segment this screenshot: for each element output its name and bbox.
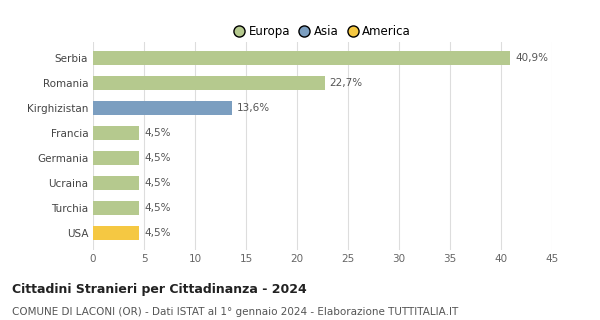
Text: 4,5%: 4,5% [144, 153, 170, 163]
Text: 4,5%: 4,5% [144, 228, 170, 238]
Bar [93, 176, 139, 190]
Text: 13,6%: 13,6% [237, 103, 270, 113]
Text: 4,5%: 4,5% [144, 128, 170, 138]
Bar [93, 101, 232, 115]
Bar [93, 151, 139, 165]
Text: COMUNE DI LACONI (OR) - Dati ISTAT al 1° gennaio 2024 - Elaborazione TUTTITALIA.: COMUNE DI LACONI (OR) - Dati ISTAT al 1°… [12, 307, 458, 317]
Legend: Europa, Asia, America: Europa, Asia, America [230, 20, 415, 43]
Text: 4,5%: 4,5% [144, 203, 170, 213]
Bar [93, 126, 139, 140]
Text: 22,7%: 22,7% [329, 78, 363, 88]
Text: 40,9%: 40,9% [515, 53, 548, 63]
Bar [93, 76, 325, 90]
Text: 4,5%: 4,5% [144, 178, 170, 188]
Text: Cittadini Stranieri per Cittadinanza - 2024: Cittadini Stranieri per Cittadinanza - 2… [12, 283, 307, 296]
Bar [93, 201, 139, 215]
Bar [93, 226, 139, 240]
Bar [93, 51, 510, 65]
